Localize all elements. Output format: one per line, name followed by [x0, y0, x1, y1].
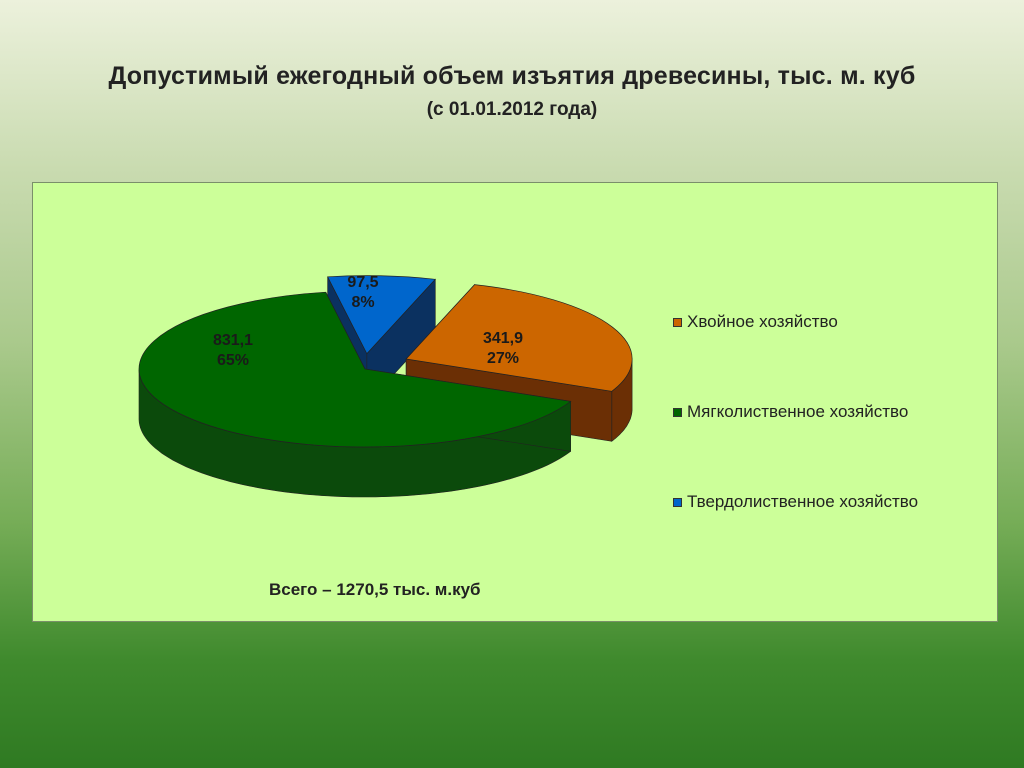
data-label-percent-coniferous: 27%	[487, 350, 519, 367]
legend-item-softwood: Мягколиственное хозяйство	[673, 402, 908, 422]
legend-item-coniferous: Хвойное хозяйство	[673, 312, 838, 332]
pie-slice-coniferous	[405, 284, 633, 392]
pie-chart: 97,5 8% 341,9 27% 831,1 65%	[138, 274, 633, 498]
legend-swatch-coniferous	[673, 317, 682, 327]
total-label: Всего – 1270,5 тыс. м.куб	[269, 580, 481, 599]
chart-area: 97,5 8% 341,9 27% 831,1 65% Хвойное хозяйство…	[32, 182, 998, 622]
legend-swatch-hardwood	[673, 497, 682, 507]
legend-item-hardwood: Твердолиственное хозяйство	[673, 492, 918, 512]
legend-label-coniferous: Хвойное хозяйство	[687, 312, 838, 331]
legend-swatch-softwood	[673, 407, 682, 417]
pie-slice-hardwood	[327, 275, 437, 355]
data-label-percent-softwood: 65%	[217, 352, 249, 369]
slide-title: Допустимый ежегодный объем изъятия древе…	[108, 62, 916, 90]
slide-subtitle: (с 01.01.2012 года)	[426, 99, 598, 120]
data-label-value-coniferous: 341,9	[483, 330, 523, 347]
data-label-value-softwood: 831,1	[213, 332, 253, 349]
legend-label-hardwood: Твердолиственное хозяйство	[687, 492, 919, 511]
data-label-percent-hardwood: 8%	[351, 294, 374, 311]
data-label-value-hardwood: 97,5	[347, 274, 378, 291]
pie-slice-softwood	[138, 291, 572, 448]
legend-label-softwood: Мягколиственное хозяйство	[687, 402, 909, 421]
